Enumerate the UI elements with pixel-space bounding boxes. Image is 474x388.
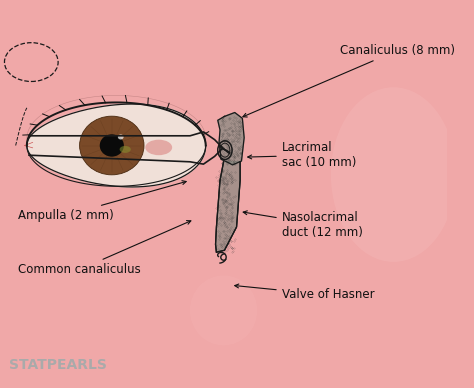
Text: Ampulla (2 mm): Ampulla (2 mm)	[18, 181, 186, 222]
Text: Canaliculus (8 mm): Canaliculus (8 mm)	[243, 44, 455, 117]
Ellipse shape	[190, 275, 257, 345]
Ellipse shape	[100, 134, 124, 157]
Ellipse shape	[331, 87, 456, 262]
Text: Nasolacrimal
duct (12 mm): Nasolacrimal duct (12 mm)	[243, 211, 363, 239]
Polygon shape	[218, 113, 244, 165]
Text: STATPEARLS: STATPEARLS	[9, 359, 107, 372]
Ellipse shape	[80, 116, 144, 175]
Text: Valve of Hasner: Valve of Hasner	[235, 284, 374, 301]
FancyBboxPatch shape	[0, 0, 447, 388]
Text: Lacrimal
sac (10 mm): Lacrimal sac (10 mm)	[248, 141, 356, 169]
Ellipse shape	[119, 146, 131, 153]
Ellipse shape	[146, 140, 172, 155]
Polygon shape	[27, 104, 206, 187]
Ellipse shape	[118, 135, 124, 140]
Polygon shape	[216, 162, 240, 252]
Text: Common canaliculus: Common canaliculus	[18, 221, 191, 276]
